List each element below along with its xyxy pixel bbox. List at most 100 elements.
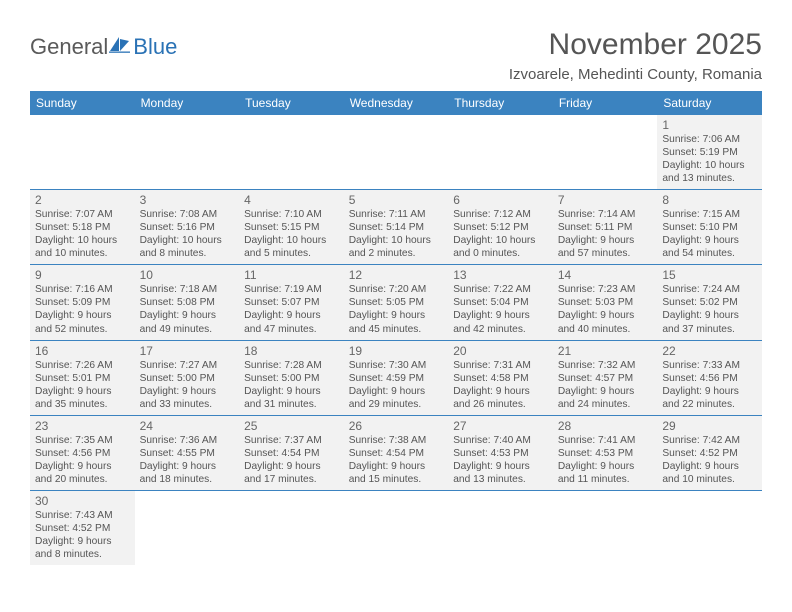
calendar-row: 1Sunrise: 7:06 AMSunset: 5:19 PMDaylight… xyxy=(30,115,762,190)
sunset-text: Sunset: 4:57 PM xyxy=(558,372,653,385)
sunset-text: Sunset: 4:58 PM xyxy=(453,372,548,385)
sunset-text: Sunset: 4:59 PM xyxy=(349,372,444,385)
location-text: Izvoarele, Mehedinti County, Romania xyxy=(509,66,762,83)
daylight-text: and 20 minutes. xyxy=(35,473,130,486)
sunset-text: Sunset: 5:18 PM xyxy=(35,221,130,234)
sunrise-text: Sunrise: 7:18 AM xyxy=(140,283,235,296)
empty-cell xyxy=(344,115,449,190)
sunset-text: Sunset: 4:54 PM xyxy=(349,447,444,460)
daylight-text: Daylight: 9 hours xyxy=(244,460,339,473)
brand-logo: GeneralBlue xyxy=(30,28,177,60)
sunset-text: Sunset: 5:04 PM xyxy=(453,296,548,309)
day-number: 19 xyxy=(349,344,444,358)
sunrise-text: Sunrise: 7:26 AM xyxy=(35,359,130,372)
sunrise-text: Sunrise: 7:16 AM xyxy=(35,283,130,296)
sunrise-text: Sunrise: 7:24 AM xyxy=(662,283,757,296)
day-number: 11 xyxy=(244,268,339,282)
day-number: 30 xyxy=(35,494,130,508)
daylight-text: Daylight: 10 hours xyxy=(35,234,130,247)
sunset-text: Sunset: 5:16 PM xyxy=(140,221,235,234)
day-number: 26 xyxy=(349,419,444,433)
day-cell: 30Sunrise: 7:43 AMSunset: 4:52 PMDayligh… xyxy=(30,490,135,565)
day-number: 10 xyxy=(140,268,235,282)
calendar-row: 16Sunrise: 7:26 AMSunset: 5:01 PM Dayligh… xyxy=(30,340,762,415)
day-cell: 18Sunrise: 7:28 AMSunset: 5:00 PMDayligh… xyxy=(239,340,344,415)
daylight-text: Daylight: 10 hours xyxy=(662,159,757,172)
daylight-text: and 0 minutes. xyxy=(453,247,548,260)
calendar-body: 1Sunrise: 7:06 AMSunset: 5:19 PMDaylight… xyxy=(30,115,762,565)
daylight-text: Daylight: 9 hours xyxy=(140,385,235,398)
daylight-text: and 37 minutes. xyxy=(662,323,757,336)
daylight-text: Daylight: 9 hours xyxy=(140,309,235,322)
daylight-text: and 10 minutes. xyxy=(35,247,130,260)
day-number: 28 xyxy=(558,419,653,433)
sunset-text: Sunset: 5:01 PM xyxy=(35,372,130,385)
month-title: November 2025 xyxy=(509,28,762,62)
day-header: Saturday xyxy=(657,91,762,115)
day-cell: 10Sunrise: 7:18 AMSunset: 5:08 PMDayligh… xyxy=(135,265,240,340)
sunrise-text: Sunrise: 7:20 AM xyxy=(349,283,444,296)
day-number: 14 xyxy=(558,268,653,282)
sunset-text: Sunset: 5:14 PM xyxy=(349,221,444,234)
daylight-text: and 15 minutes. xyxy=(349,473,444,486)
sunrise-text: Sunrise: 7:40 AM xyxy=(453,434,548,447)
day-number: 16 xyxy=(35,344,130,358)
day-number: 6 xyxy=(453,193,548,207)
sunrise-text: Sunrise: 7:27 AM xyxy=(140,359,235,372)
daylight-text: and 26 minutes. xyxy=(453,398,548,411)
daylight-text: and 13 minutes. xyxy=(453,473,548,486)
sunset-text: Sunset: 5:08 PM xyxy=(140,296,235,309)
sunrise-text: Sunrise: 7:08 AM xyxy=(140,208,235,221)
sunset-text: Sunset: 5:15 PM xyxy=(244,221,339,234)
day-cell: 22Sunrise: 7:33 AMSunset: 4:56 PMDayligh… xyxy=(657,340,762,415)
daylight-text: Daylight: 9 hours xyxy=(662,309,757,322)
day-number: 22 xyxy=(662,344,757,358)
daylight-text: Daylight: 9 hours xyxy=(349,460,444,473)
daylight-text: Daylight: 9 hours xyxy=(244,385,339,398)
day-cell: 23Sunrise: 7:35 AMSunset: 4:56 PMDayligh… xyxy=(30,415,135,490)
sunset-text: Sunset: 5:02 PM xyxy=(662,296,757,309)
sunrise-text: Sunrise: 7:33 AM xyxy=(662,359,757,372)
daylight-text: and 54 minutes. xyxy=(662,247,757,260)
page-header: GeneralBlue November 2025 Izvoarele, Meh… xyxy=(30,28,762,83)
sunset-text: Sunset: 4:52 PM xyxy=(662,447,757,460)
sunset-text: Sunset: 4:52 PM xyxy=(35,522,130,535)
daylight-text: and 5 minutes. xyxy=(244,247,339,260)
day-cell: 16Sunrise: 7:26 AMSunset: 5:01 PMDayligh… xyxy=(30,340,135,415)
sunset-text: Sunset: 5:03 PM xyxy=(558,296,653,309)
daylight-text: Daylight: 9 hours xyxy=(453,460,548,473)
empty-cell xyxy=(657,490,762,565)
empty-cell xyxy=(135,490,240,565)
day-number: 15 xyxy=(662,268,757,282)
day-cell: 21Sunrise: 7:32 AMSunset: 4:57 PMDayligh… xyxy=(553,340,658,415)
day-cell: 26Sunrise: 7:38 AMSunset: 4:54 PMDayligh… xyxy=(344,415,449,490)
sunset-text: Sunset: 4:54 PM xyxy=(244,447,339,460)
daylight-text: and 47 minutes. xyxy=(244,323,339,336)
day-cell: 17Sunrise: 7:27 AMSunset: 5:00 PMDayligh… xyxy=(135,340,240,415)
empty-cell xyxy=(239,490,344,565)
sunrise-text: Sunrise: 7:35 AM xyxy=(35,434,130,447)
day-header: Friday xyxy=(553,91,658,115)
sunrise-text: Sunrise: 7:06 AM xyxy=(662,133,757,146)
calendar-table: SundayMondayTuesdayWednesdayThursdayFrid… xyxy=(30,91,762,565)
day-number: 21 xyxy=(558,344,653,358)
daylight-text: Daylight: 9 hours xyxy=(558,460,653,473)
day-cell: 8Sunrise: 7:15 AMSunset: 5:10 PMDaylight… xyxy=(657,190,762,265)
sunrise-text: Sunrise: 7:38 AM xyxy=(349,434,444,447)
day-number: 3 xyxy=(140,193,235,207)
sunset-text: Sunset: 4:56 PM xyxy=(662,372,757,385)
day-header: Wednesday xyxy=(344,91,449,115)
day-cell: 2Sunrise: 7:07 AMSunset: 5:18 PMDaylight… xyxy=(30,190,135,265)
daylight-text: and 31 minutes. xyxy=(244,398,339,411)
day-cell: 12Sunrise: 7:20 AMSunset: 5:05 PMDayligh… xyxy=(344,265,449,340)
day-cell: 20Sunrise: 7:31 AMSunset: 4:58 PMDayligh… xyxy=(448,340,553,415)
daylight-text: and 40 minutes. xyxy=(558,323,653,336)
daylight-text: Daylight: 9 hours xyxy=(662,234,757,247)
daylight-text: and 49 minutes. xyxy=(140,323,235,336)
sunset-text: Sunset: 4:55 PM xyxy=(140,447,235,460)
sunrise-text: Sunrise: 7:43 AM xyxy=(35,509,130,522)
day-header: Monday xyxy=(135,91,240,115)
sunrise-text: Sunrise: 7:22 AM xyxy=(453,283,548,296)
calendar-row: 30Sunrise: 7:43 AMSunset: 4:52 PMDayligh… xyxy=(30,490,762,565)
daylight-text: and 35 minutes. xyxy=(35,398,130,411)
